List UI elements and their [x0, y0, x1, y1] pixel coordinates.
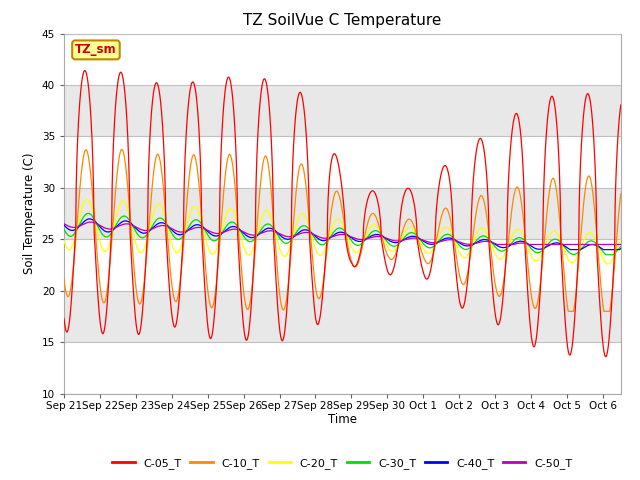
C-05_T: [617, 102, 625, 108]
Line: C-20_T: C-20_T: [64, 199, 621, 264]
C-30_T: [346, 235, 354, 241]
C-40_T: [409, 233, 417, 239]
C-05_T: [598, 327, 605, 333]
C-05_T: [346, 256, 354, 262]
C-05_T: [532, 340, 540, 346]
Y-axis label: Soil Temperature (C): Soil Temperature (C): [23, 153, 36, 275]
C-50_T: [426, 240, 434, 245]
Line: C-50_T: C-50_T: [64, 222, 621, 244]
Bar: [64, 240, 621, 291]
C-10_T: [118, 146, 125, 152]
Legend: C-05_T, C-10_T, C-20_T, C-30_T, C-40_T, C-50_T: C-05_T, C-10_T, C-20_T, C-30_T, C-40_T, …: [108, 453, 577, 473]
Line: C-30_T: C-30_T: [64, 213, 621, 255]
X-axis label: Time: Time: [328, 413, 357, 426]
C-30_T: [426, 245, 434, 251]
C-10_T: [409, 220, 417, 226]
C-20_T: [93, 227, 100, 233]
C-40_T: [60, 222, 68, 228]
C-10_T: [532, 305, 540, 311]
C-20_T: [83, 196, 91, 202]
C-50_T: [60, 221, 68, 227]
C-30_T: [617, 243, 625, 249]
Title: TZ SoilVue C Temperature: TZ SoilVue C Temperature: [243, 13, 442, 28]
Bar: [64, 85, 621, 136]
C-30_T: [84, 210, 92, 216]
C-30_T: [602, 252, 610, 258]
C-10_T: [598, 292, 605, 298]
C-05_T: [93, 279, 100, 285]
C-10_T: [346, 252, 354, 258]
C-50_T: [409, 235, 417, 241]
C-10_T: [564, 309, 572, 314]
C-40_T: [532, 246, 540, 252]
Bar: [64, 136, 621, 188]
C-50_T: [617, 241, 625, 247]
C-20_T: [60, 238, 68, 243]
C-40_T: [86, 216, 93, 222]
Line: C-10_T: C-10_T: [64, 149, 621, 312]
C-05_T: [409, 195, 417, 201]
C-10_T: [426, 260, 434, 265]
C-20_T: [598, 252, 605, 258]
C-40_T: [598, 246, 605, 252]
C-40_T: [93, 220, 100, 226]
C-50_T: [87, 219, 95, 225]
C-30_T: [598, 247, 605, 253]
C-30_T: [409, 230, 417, 236]
C-50_T: [532, 241, 540, 247]
C-20_T: [532, 258, 540, 264]
C-50_T: [346, 233, 354, 239]
C-20_T: [346, 240, 354, 246]
C-30_T: [60, 226, 68, 232]
C-30_T: [93, 222, 100, 228]
C-05_T: [81, 68, 88, 73]
C-05_T: [602, 354, 610, 360]
C-05_T: [426, 270, 434, 276]
Line: C-40_T: C-40_T: [64, 219, 621, 250]
C-40_T: [566, 247, 574, 252]
Bar: [64, 342, 621, 394]
C-05_T: [60, 316, 68, 322]
C-50_T: [93, 221, 100, 227]
C-40_T: [346, 234, 354, 240]
C-20_T: [617, 237, 625, 242]
Bar: [64, 291, 621, 342]
C-50_T: [598, 241, 605, 247]
Bar: [64, 188, 621, 240]
C-50_T: [494, 241, 502, 247]
C-30_T: [532, 250, 540, 255]
C-20_T: [604, 261, 612, 267]
Bar: [64, 34, 621, 85]
C-40_T: [617, 246, 625, 252]
C-10_T: [60, 276, 68, 282]
C-20_T: [409, 226, 417, 232]
C-10_T: [617, 191, 625, 197]
C-40_T: [426, 241, 434, 247]
C-20_T: [426, 250, 434, 256]
Text: TZ_sm: TZ_sm: [75, 43, 116, 56]
Line: C-05_T: C-05_T: [64, 71, 621, 357]
C-10_T: [93, 246, 100, 252]
